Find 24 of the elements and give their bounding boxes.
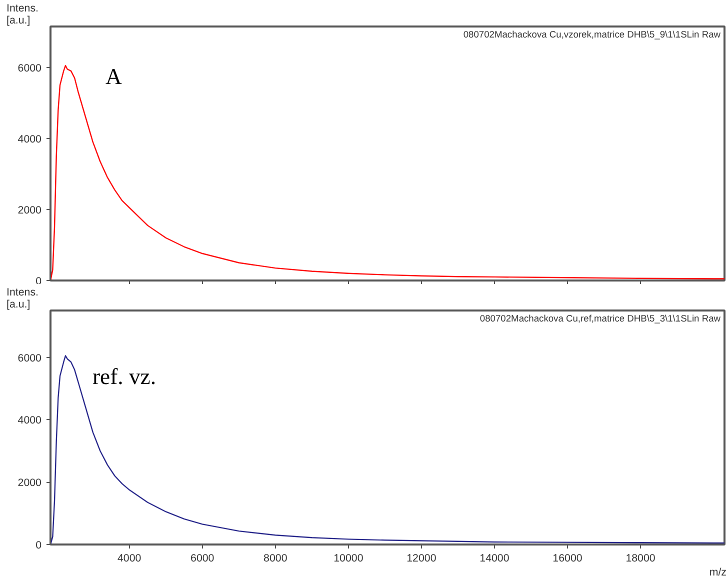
x-tick-label: 16000 xyxy=(552,552,582,564)
line-series xyxy=(50,355,724,544)
y-axis-title: Intens. [a.u.] xyxy=(6,2,38,26)
y-tick-label: 0 xyxy=(36,540,42,552)
x-tick-label: 6000 xyxy=(190,552,214,564)
chart-title: 080702Machackova Cu,ref,matrice DHB\5_3\1\1SLin Raw xyxy=(480,314,721,324)
y-axis-title: Intens. [a.u.] xyxy=(6,286,38,310)
line-series xyxy=(50,64,724,280)
y-tick-label: 2000 xyxy=(18,204,42,216)
x-tick-label: 8000 xyxy=(264,552,288,564)
y-tick-label: 4000 xyxy=(18,133,42,146)
chart-title: 080702Machackova Cu,vzorek,matrice DHB\5_9\1\1SLin Raw xyxy=(463,30,721,40)
x-axis-title: m/z xyxy=(709,566,727,578)
x-tick-label: 10000 xyxy=(334,552,364,564)
y-tick-label: 6000 xyxy=(18,62,42,74)
x-tick-label: 18000 xyxy=(626,552,656,564)
annotation: ref. vz. xyxy=(92,364,156,389)
x-tick-label: 14000 xyxy=(480,552,510,564)
y-tick-label: 6000 xyxy=(18,352,42,364)
x-tick-label: 4000 xyxy=(118,552,142,564)
annotation: A xyxy=(106,64,122,89)
y-tick-label: 2000 xyxy=(18,477,42,490)
x-tick-label: 12000 xyxy=(406,552,436,564)
y-tick-label: 4000 xyxy=(18,414,42,427)
